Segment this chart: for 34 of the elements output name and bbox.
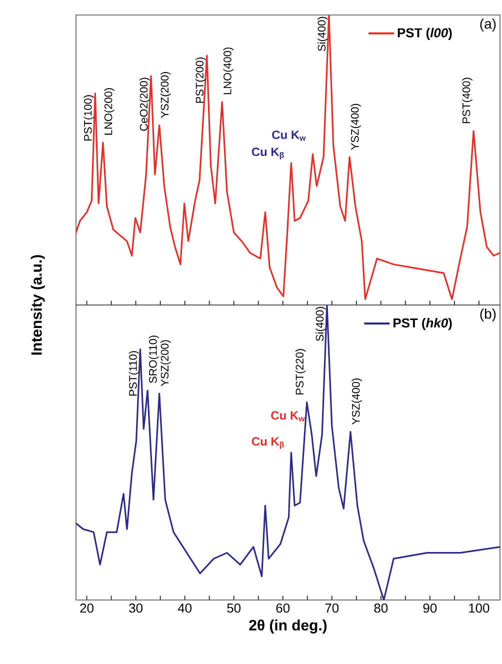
annotation: PST(110) [128,351,140,396]
annotation: Si(400) [318,16,328,52]
annotation: YSZ(200) [160,340,171,386]
annotation: YSZ(200) [160,72,171,118]
annotation: LNO(400) [223,48,234,94]
annotation: Cu K$_{w}$ [272,130,306,141]
annotation: YSZ(400) [352,378,362,425]
annotation: Cu K$_{w}$ [271,411,305,422]
legend-label: PST (hk0) [394,318,452,330]
x-tick-label: 90 [423,604,437,613]
x-tick-label: 50 [227,604,241,613]
x-tick-label: 60 [276,604,290,613]
annotation: Si(400) [316,306,326,342]
annotation: YSZ(400) [350,104,361,150]
x-tick-label: 20 [80,604,94,613]
x-tick-label: 70 [325,604,339,613]
legend-label: PST (l00) [398,28,452,40]
annotation: (b) [480,308,496,322]
annotation: Cu K$_{β}$ [252,148,284,160]
annotation: CeO2(200) [140,78,150,131]
annotation: PST(400) [462,78,472,124]
annotation: SRO(110) [148,336,159,383]
annotation: PST(200) [195,57,206,103]
annotation: PST(220) [295,349,306,394]
x-tick-label: 100 [469,604,490,613]
x-tick-label: 30 [129,604,142,613]
annotation: PST(100) [84,95,94,140]
x-axis-title: 2θ (in deg.) [249,620,327,634]
x-tick-label: 40 [178,604,192,613]
annotation: (a) [480,18,496,32]
x-tick-label: 80 [374,604,388,613]
annotation: LNO(200) [104,88,114,135]
y-axis-title: Intensity (a.u.) [30,255,45,355]
annotation: Cu K$_{β}$ [252,437,284,449]
